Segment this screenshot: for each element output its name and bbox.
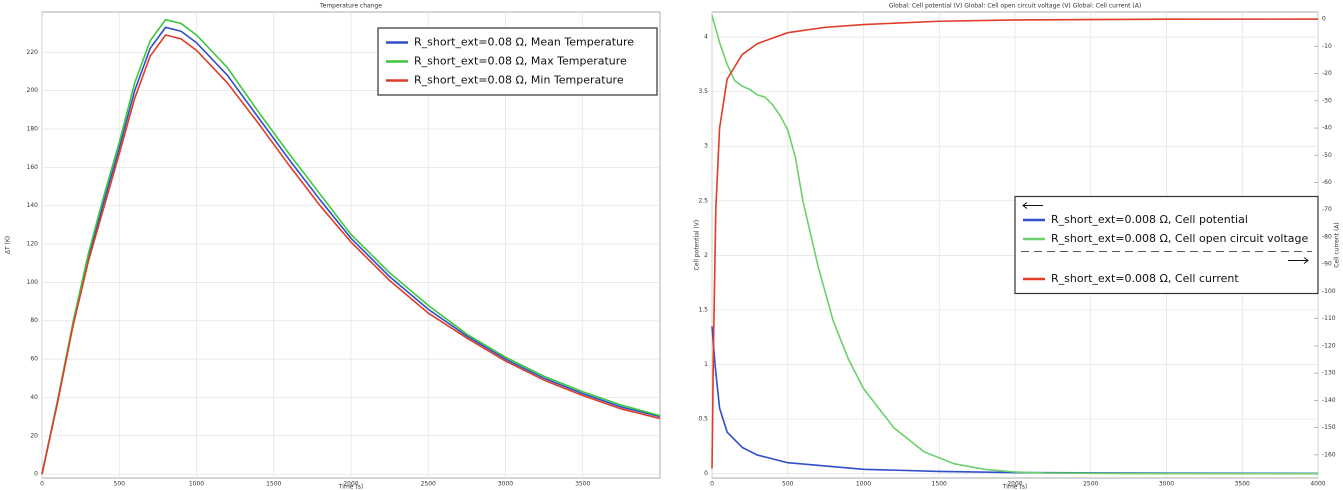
y2-tick-label: -20 [1322, 70, 1332, 77]
x-tick-label: 0 [40, 481, 44, 488]
y-tick-label: 3 [704, 143, 708, 150]
y-tick-label: 0 [34, 471, 38, 478]
axis-arrow-left [1022, 202, 1043, 209]
legend-label: R_short_ext=0.008 Ω, Cell open circuit v… [1051, 232, 1309, 245]
y2-tick-label: -40 [1322, 125, 1332, 132]
x-axis-label: Time (s) [1002, 484, 1027, 490]
x-tick-label: 4000 [1310, 481, 1325, 488]
y-tick-label: 200 [27, 87, 39, 94]
chart-title: Temperature change [319, 3, 382, 10]
y2-tick-label: -120 [1322, 342, 1336, 349]
y-tick-label: 60 [30, 356, 38, 363]
y2-tick-label: -140 [1322, 397, 1336, 404]
x-tick-label: 2000 [343, 481, 358, 488]
y-axis-label: Cell potential (V) [694, 220, 701, 271]
y2-tick-label: -30 [1322, 97, 1332, 104]
y-tick-label: 0.5 [698, 416, 708, 423]
y-tick-label: 3.5 [698, 88, 708, 95]
legend-box [1014, 195, 1319, 295]
series-line [711, 18, 1319, 469]
legend: R_short_ext=0.08 Ω, Mean Temperature R_sh… [377, 27, 658, 96]
x-tick-label: 3500 [575, 481, 590, 488]
y-tick-label: 220 [27, 49, 39, 56]
legend: R_short_ext=0.008 Ω, Cell potential R_sho… [1014, 195, 1319, 295]
y2-tick-label: -70 [1322, 206, 1332, 213]
y2-tick-label: -10 [1322, 43, 1332, 50]
x-tick-label: 1500 [266, 481, 281, 488]
legend-label: R_short_ext=0.08 Ω, Mean Temperature [414, 36, 634, 49]
y-tick-label: 40 [30, 394, 38, 401]
x-tick-label: 500 [114, 481, 126, 488]
y-tick-label: 2.5 [698, 197, 708, 204]
axis-arrow-right [1288, 257, 1309, 264]
x-tick-label: 1000 [856, 481, 871, 488]
y-tick-label: 80 [30, 317, 38, 324]
chart-title: Global: Cell potential (V) Global: Cell … [889, 3, 1141, 10]
y-tick-label: 1.5 [698, 306, 708, 313]
series-line [711, 15, 1318, 475]
y-tick-label: 140 [27, 202, 39, 209]
x-tick-label: 1500 [932, 481, 947, 488]
legend-box [377, 27, 658, 96]
legend-label: R_short_ext=0.008 Ω, Cell current [1051, 272, 1239, 285]
y-tick-label: 4 [704, 34, 708, 41]
legend-label: R_short_ext=0.08 Ω, Min Temperature [414, 74, 624, 87]
y2-tick-label: -160 [1322, 451, 1336, 458]
legend-label: R_short_ext=0.08 Ω, Max Temperature [414, 55, 627, 68]
y2-tick-label: -50 [1322, 152, 1332, 159]
series-line [41, 34, 661, 475]
x-tick-label: 500 [782, 481, 794, 488]
x-tick-label: 3000 [1159, 481, 1174, 488]
y-tick-label: 0 [704, 470, 708, 477]
y-axis-label: ΔT (K) [5, 236, 12, 254]
y-tick-label: 2 [704, 252, 708, 259]
x-tick-label: 2000 [1007, 481, 1022, 488]
y-tick-label: 100 [27, 279, 39, 286]
y2-tick-label: 0 [1322, 16, 1326, 23]
x-tick-label: 2500 [421, 481, 436, 488]
y2-tick-label: -130 [1322, 370, 1336, 377]
y2-tick-label: -100 [1322, 288, 1336, 295]
x-tick-label: 2500 [1083, 481, 1098, 488]
y2-tick-label: -60 [1322, 179, 1332, 186]
x-tick-label: 3500 [1235, 481, 1250, 488]
x-tick-label: 3000 [498, 481, 513, 488]
y-tick-label: 120 [27, 241, 39, 248]
y2-tick-label: -110 [1322, 315, 1336, 322]
x-axis-label: Time (s) [338, 484, 363, 490]
y2-tick-label: -90 [1322, 261, 1332, 268]
x-tick-label: 0 [710, 481, 714, 488]
y-tick-label: 180 [27, 125, 39, 132]
x-tick-label: 1000 [189, 481, 204, 488]
legend-label: R_short_ext=0.008 Ω, Cell potential [1051, 213, 1248, 226]
y-tick-label: 1 [704, 361, 708, 368]
series-line [41, 18, 661, 475]
y2-tick-label: -80 [1322, 233, 1332, 240]
y2-axis-label: Cell current (A) [1334, 222, 1341, 267]
y-tick-label: 20 [30, 432, 38, 439]
series-line [41, 26, 661, 475]
y2-tick-label: -150 [1322, 424, 1336, 431]
y-tick-label: 160 [27, 164, 39, 171]
